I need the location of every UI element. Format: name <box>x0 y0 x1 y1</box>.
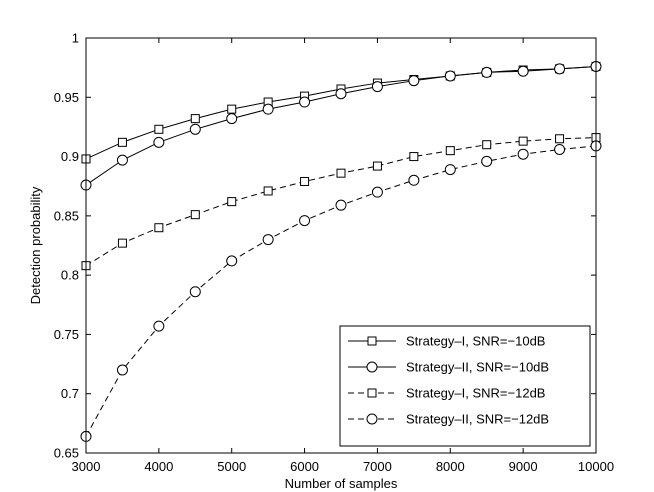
data-point <box>517 65 529 77</box>
x-tick-label: 10000 <box>578 459 614 474</box>
legend-entries: Strategy–I, SNR=−10dB Strategy–II, SNR=−1… <box>348 334 549 427</box>
x-tick-label: 6000 <box>290 459 319 474</box>
legend-marker <box>366 413 378 425</box>
data-point <box>262 103 274 115</box>
plot-frame <box>85 37 597 454</box>
data-point <box>409 152 419 162</box>
series-4 <box>80 140 602 442</box>
x-tick-label: 7000 <box>363 459 392 474</box>
legend-label: Strategy–II, SNR=−12dB <box>406 412 549 427</box>
data-point <box>300 176 310 186</box>
data-point <box>226 113 238 125</box>
data-point <box>227 197 237 207</box>
data-point <box>481 66 493 78</box>
data-point <box>263 186 273 196</box>
data-point <box>335 199 347 211</box>
y-tick-label: 0.9 <box>61 149 79 164</box>
data-point <box>189 123 201 135</box>
legend-entry: Strategy–II, SNR=−12dB <box>348 412 549 427</box>
data-point <box>335 88 347 100</box>
x-tick-label: 5000 <box>217 459 246 474</box>
x-tick-label: 4000 <box>144 459 173 474</box>
data-point <box>555 134 565 144</box>
data-point <box>481 155 493 167</box>
x-tick-label: 9000 <box>509 459 538 474</box>
data-point <box>336 168 346 178</box>
data-point <box>299 96 311 108</box>
data-point <box>445 146 455 156</box>
data-point <box>153 136 165 148</box>
data-point <box>371 81 383 93</box>
data-point <box>371 186 383 198</box>
data-point <box>189 286 201 298</box>
legend-entry: Strategy–I, SNR=−12dB <box>348 386 545 401</box>
data-point <box>444 164 456 176</box>
x-tick-label: 8000 <box>436 459 465 474</box>
data-point <box>116 154 128 166</box>
data-point <box>116 364 128 376</box>
data-point <box>117 238 127 248</box>
tick-labels: 3000 4000 5000 6000 7000 8000 9000 10000 0.65 0.7… <box>54 31 614 475</box>
legend-marker <box>367 336 377 346</box>
y-tick-label: 0.8 <box>61 268 79 283</box>
data-point <box>262 234 274 246</box>
y-tick-label: 0.75 <box>54 327 79 342</box>
y-tick-label: 1 <box>72 31 79 46</box>
data-point <box>554 63 566 75</box>
legend-label: Strategy–II, SNR=−10dB <box>406 360 549 375</box>
data-point <box>117 137 127 147</box>
x-tick-label: 3000 <box>72 459 101 474</box>
data-point <box>153 320 165 332</box>
data-point <box>518 136 528 146</box>
y-tick-label: 0.65 <box>54 446 79 461</box>
data-point <box>227 104 237 114</box>
x-axis-label: Number of samples <box>285 476 398 491</box>
data-point <box>554 143 566 155</box>
legend-marker <box>366 361 378 373</box>
legend-marker <box>367 388 377 398</box>
y-tick-label: 0.95 <box>54 90 79 105</box>
data-point <box>154 223 164 233</box>
legend-label: Strategy–I, SNR=−10dB <box>406 334 545 349</box>
series-2 <box>80 60 602 191</box>
data-point <box>190 114 200 124</box>
data-point <box>482 140 492 150</box>
data-point <box>408 75 420 87</box>
legend-entry: Strategy–II, SNR=−10dB <box>348 360 549 375</box>
legend-label: Strategy–I, SNR=−12dB <box>406 386 545 401</box>
data-point <box>517 148 529 160</box>
data-point <box>154 124 164 134</box>
y-tick-label: 0.85 <box>54 208 79 223</box>
data-point <box>190 210 200 220</box>
y-tick-label: 0.7 <box>61 386 79 401</box>
data-point <box>444 70 456 82</box>
data-point <box>226 255 238 267</box>
data-point <box>372 161 382 171</box>
legend: Strategy–I, SNR=−10dB Strategy–II, SNR=−1… <box>339 325 591 447</box>
legend-entry: Strategy–I, SNR=−10dB <box>348 334 545 349</box>
y-axis-label: Detection probability <box>28 186 43 304</box>
legend-box <box>339 325 591 447</box>
data-point <box>299 215 311 227</box>
data-point <box>408 174 420 186</box>
